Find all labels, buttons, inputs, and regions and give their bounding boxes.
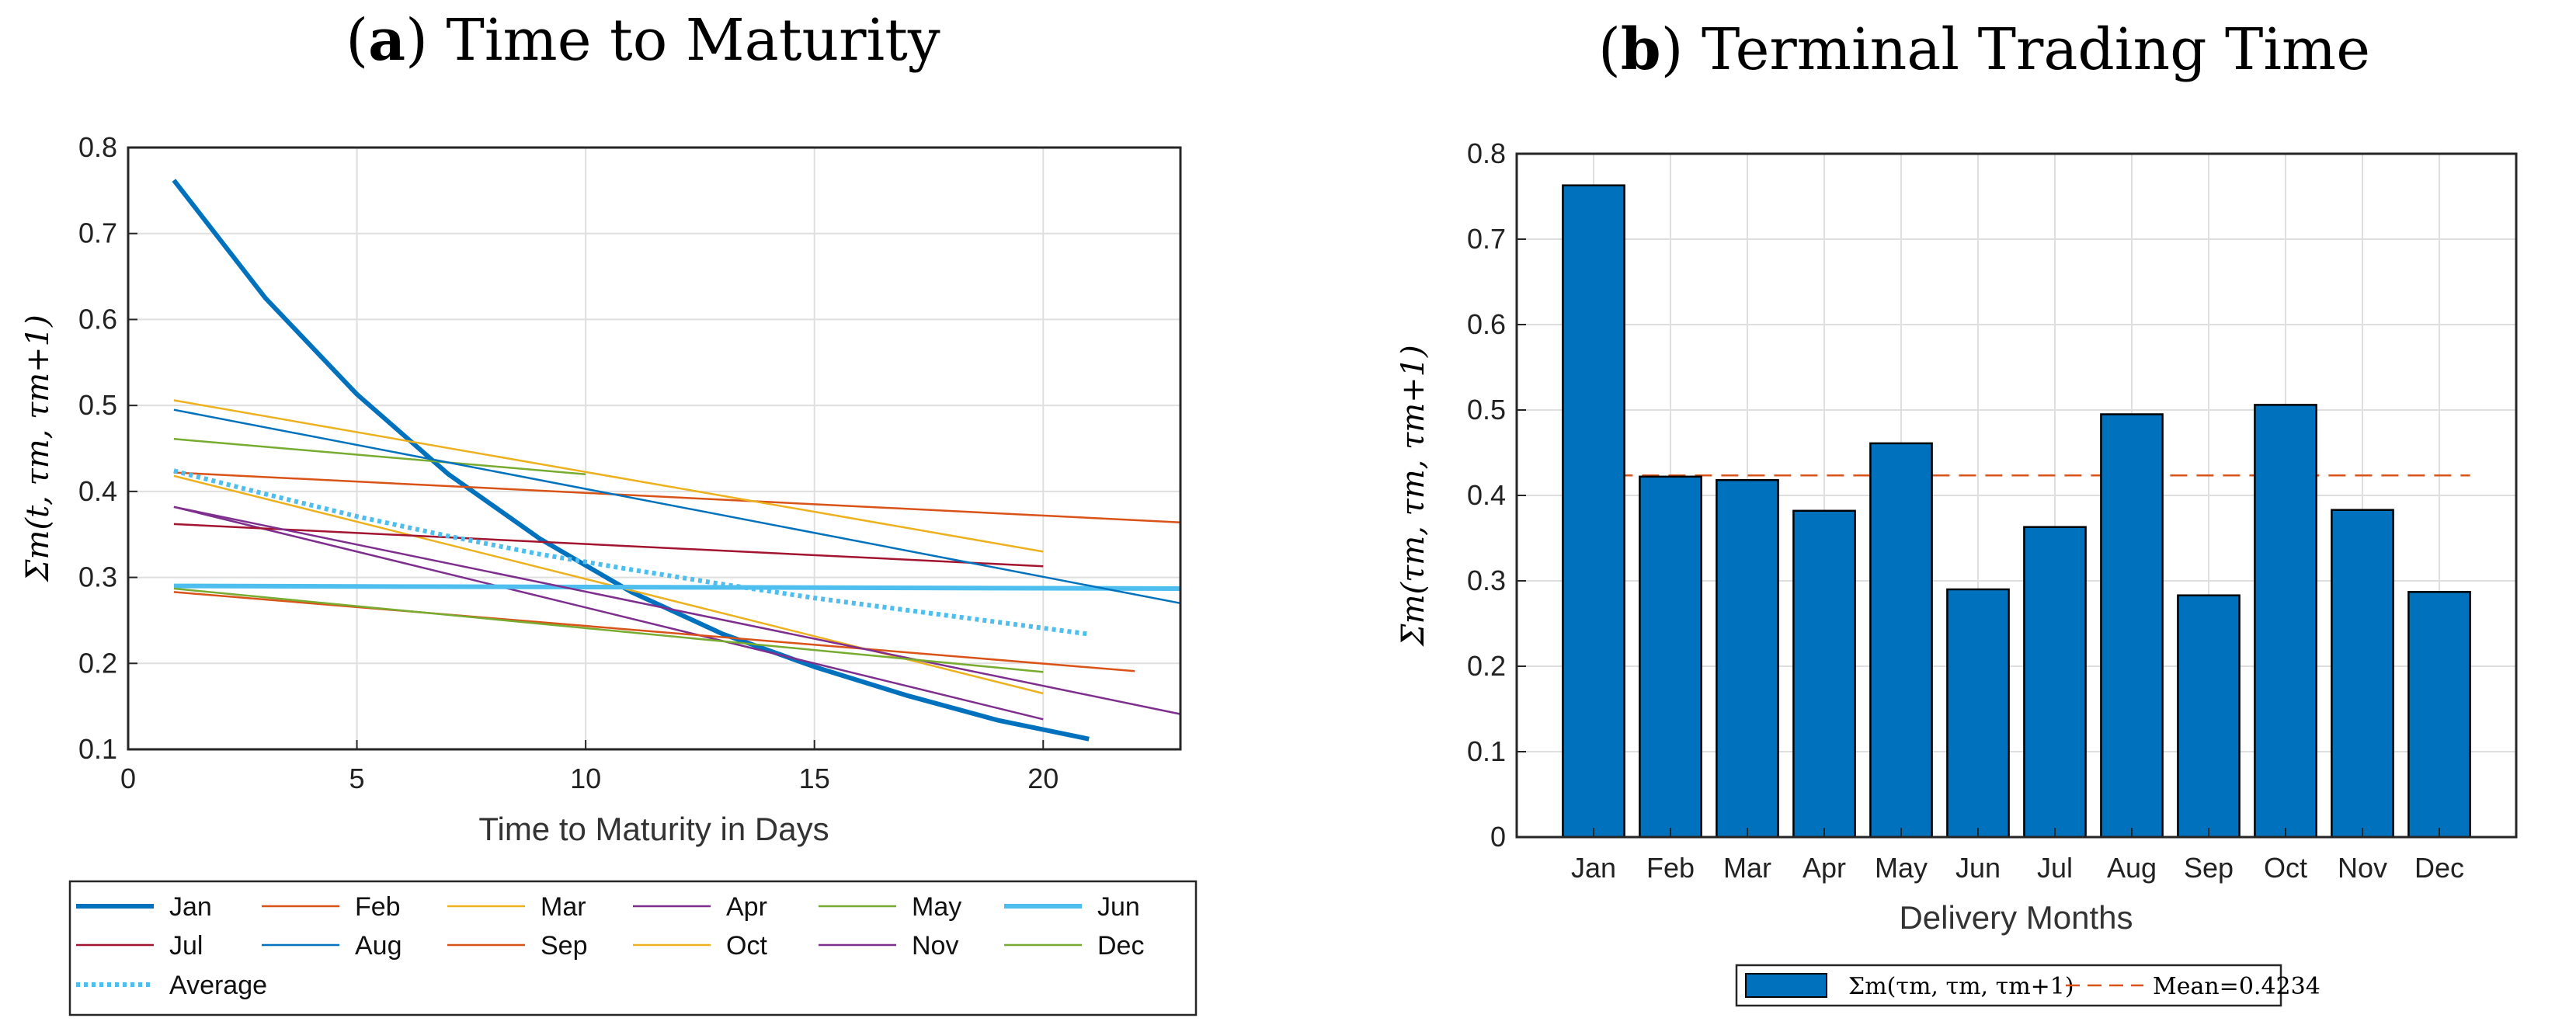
panel-b-ytick-label: 0.8	[1467, 137, 1506, 169]
bar-aug	[2100, 413, 2164, 839]
panel-a-xtick-label: 10	[570, 763, 601, 794]
panel-a-ytick-label: 0.5	[78, 389, 117, 421]
bar-nov	[2331, 509, 2394, 839]
legend-label-jul: Jul	[169, 931, 203, 961]
category-label-jan: Jan	[1571, 852, 1616, 884]
category-label-jun: Jun	[1955, 852, 2001, 884]
category-label-apr: Apr	[1803, 852, 1846, 884]
legend-label-jan: Jan	[169, 892, 212, 922]
legend-label-sep: Sep	[541, 931, 588, 961]
panel-a-xtick-label: 20	[1027, 763, 1059, 794]
panel-b-ytick-label: 0.2	[1467, 650, 1506, 682]
bar-apr	[1792, 509, 1856, 839]
category-label-nov: Nov	[2338, 852, 2387, 884]
category-label-jul: Jul	[2037, 852, 2073, 884]
series-line-jun	[173, 583, 1181, 591]
bar-feb	[1639, 475, 1702, 839]
panel-b-ytick-label: 0.5	[1467, 394, 1506, 426]
panel-a-ytick-label: 0.6	[78, 303, 117, 335]
panel-a-xlabel: Time to Maturity in Days	[478, 811, 829, 847]
category-label-dec: Dec	[2414, 852, 2464, 884]
panel-a-xtick-label: 15	[799, 763, 830, 794]
panel-b-title-text: Terminal Trading Time	[1702, 16, 2370, 83]
panel-a-ytick-label: 0.3	[78, 561, 117, 593]
panel-b-ytick-label: 0.1	[1467, 735, 1506, 767]
panel-a-legend-box	[68, 880, 1198, 1016]
legend-bar-label: Σm(τm, τm, τm+1)	[1848, 973, 2074, 1000]
legend-label-aug: Aug	[355, 931, 402, 961]
legend-label-mar: Mar	[541, 892, 586, 922]
legend-label-may: May	[912, 892, 961, 922]
bar-jan	[1562, 184, 1625, 839]
legend-mean-label: Mean=0.4234	[2153, 973, 2320, 1000]
legend-label-jun: Jun	[1097, 892, 1140, 922]
legend-label-dec: Dec	[1097, 931, 1144, 961]
category-label-sep: Sep	[2184, 852, 2234, 884]
legend-label-feb: Feb	[355, 892, 401, 922]
legend-label-oct: Oct	[726, 931, 767, 961]
legend-label-nov: Nov	[912, 931, 958, 961]
bar-dec	[2407, 591, 2471, 839]
series-line-may	[173, 438, 586, 475]
panel-a-title-text: Time to Maturity	[447, 7, 940, 74]
bar-jul	[2023, 526, 2087, 839]
panel-b-ytick-label: 0	[1490, 821, 1506, 853]
panel-b-xlabel: Delivery Months	[1899, 899, 2133, 936]
panel-a-series	[172, 179, 1181, 742]
category-label-feb: Feb	[1646, 852, 1695, 884]
panel-a-ytick-label: 0.1	[78, 733, 117, 765]
panel-a-title: (a) Time to Maturity	[346, 7, 940, 74]
panel-b-legend: Σm(τm, τm, τm+1) Mean=0.4234	[1735, 964, 2320, 1007]
series-line-aug	[173, 408, 1181, 605]
series-line-apr	[173, 506, 1044, 721]
series-line-oct	[173, 399, 1044, 553]
category-label-may: May	[1875, 852, 1928, 884]
panel-a-ytick-label: 0.4	[78, 475, 117, 507]
panel-a-axes-frame	[127, 146, 1182, 751]
panel-b-ytick-label: 0.6	[1467, 308, 1506, 340]
series-line-average	[173, 468, 1090, 637]
category-label-oct: Oct	[2264, 852, 2307, 884]
panel-b-ylabel: Σm(τm, τm, τm+1)	[1396, 345, 1431, 647]
panel-a-xtick-label: 5	[349, 763, 365, 794]
panel-b-ytick-label: 0.3	[1467, 565, 1506, 596]
panel-b-ticks: 0 0.1 0.2 0.3 0.4 0.5 0.6 0.7 0.8 Jan Feb Mar Apr May…	[1467, 137, 2464, 884]
panel-b-title: (b) Terminal Trading Time	[1598, 16, 2370, 83]
panel-b-terminal-trading-time: (b) Terminal Trading Time 00.10.20.30.40…	[1396, 16, 2518, 1007]
series-line-feb	[173, 471, 1181, 523]
panel-a-ticks: 0 5 10 15 20 0.1 0.2 0.3 0.4 0.5 0.6 0.7 0.8	[78, 131, 1059, 794]
bar-mar	[1716, 478, 1779, 839]
category-label-mar: Mar	[1723, 852, 1771, 884]
panel-b-bars	[1562, 184, 2471, 839]
legend-bar-swatch	[1745, 973, 1827, 998]
panel-a-ytick-label: 0.8	[78, 131, 117, 163]
panel-a-ytick-label: 0.7	[78, 217, 117, 249]
series-line-nov	[173, 506, 1181, 715]
panel-a-legend: Jan Feb Mar Apr May Jun Jul Aug Sep Oct Nov Dec Aver…	[68, 880, 1198, 1016]
panel-a-ytick-label: 0.2	[78, 647, 117, 679]
series-line-jan	[172, 179, 1090, 742]
series-line-sep	[173, 591, 1135, 672]
bar-may	[1869, 442, 1933, 839]
bar-jun	[1946, 588, 2010, 839]
panel-b-ytick-label: 0.7	[1467, 223, 1506, 255]
panel-a-xtick-label: 0	[120, 763, 136, 794]
bar-sep	[2177, 594, 2241, 839]
panel-a-title-letter: a	[368, 7, 405, 74]
bar-oct	[2254, 404, 2317, 839]
panel-a-time-to-maturity: (a) Time to Maturity 0 5 10 15 20 0.1 0.2 0.3 0.…	[20, 7, 1198, 1016]
panel-b-ytick-label: 0.4	[1467, 479, 1506, 511]
legend-label-average: Average	[169, 971, 267, 1000]
panel-a-ylabel: Σm(t, τm, τm+1)	[20, 314, 56, 582]
series-line-jul	[173, 523, 1044, 568]
panel-b-title-letter: b	[1621, 16, 1661, 83]
category-label-aug: Aug	[2107, 852, 2157, 884]
series-line-dec	[173, 587, 1044, 673]
legend-label-apr: Apr	[726, 892, 767, 922]
